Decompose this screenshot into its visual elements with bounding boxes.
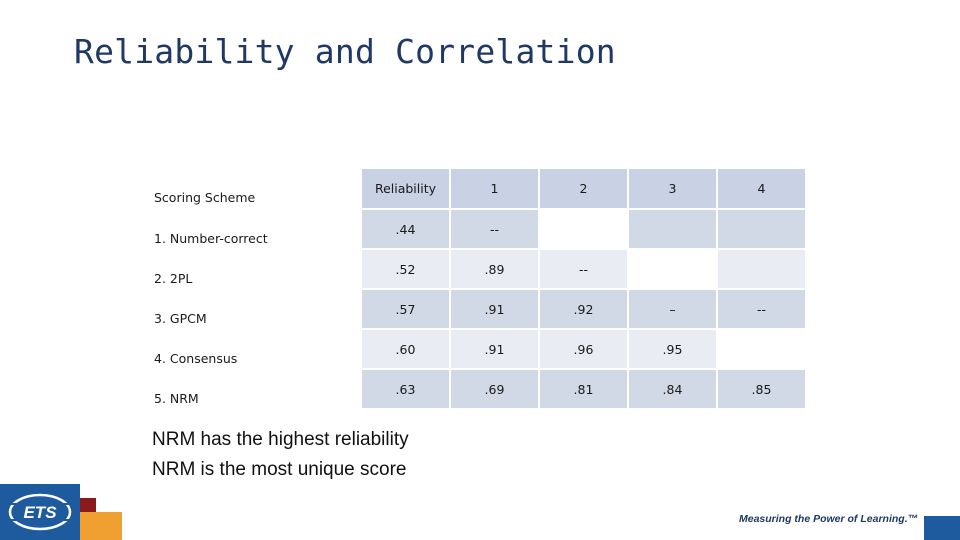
cell: .89 <box>451 250 538 288</box>
cell-empty <box>629 250 716 288</box>
table-row: 2. 2PL .52 .89 -- <box>152 250 805 288</box>
cell: .91 <box>451 290 538 328</box>
cell: .95 <box>629 330 716 368</box>
cell: -- <box>540 250 627 288</box>
ets-logo: ETS <box>0 484 122 540</box>
cell-empty <box>718 250 805 288</box>
header-col-2: 2 <box>540 169 627 208</box>
cell-reliability: .44 <box>362 210 449 248</box>
row-label: 2. 2PL <box>152 250 360 288</box>
cell: -- <box>451 210 538 248</box>
cell: .69 <box>451 370 538 408</box>
cell: .84 <box>629 370 716 408</box>
header-col-3: 3 <box>629 169 716 208</box>
table-header-row: Scoring Scheme Reliability 1 2 3 4 <box>152 169 805 208</box>
cell: – <box>629 290 716 328</box>
correlation-table: Scoring Scheme Reliability 1 2 3 4 1. Nu… <box>150 167 807 410</box>
cell: -- <box>718 290 805 328</box>
cell: .85 <box>718 370 805 408</box>
table-row: 3. GPCM .57 .91 .92 – -- <box>152 290 805 328</box>
table-row: 4. Consensus .60 .91 .96 .95 <box>152 330 805 368</box>
logo-text: ETS <box>23 503 57 522</box>
cell: .92 <box>540 290 627 328</box>
cell-empty <box>540 210 627 248</box>
header-col-1: 1 <box>451 169 538 208</box>
row-label: 5. NRM <box>152 370 360 408</box>
header-reliability: Reliability <box>362 169 449 208</box>
corner-accent <box>924 516 960 540</box>
tagline: Measuring the Power of Learning.™ <box>739 513 919 525</box>
cell-reliability: .60 <box>362 330 449 368</box>
cell: .81 <box>540 370 627 408</box>
cell-reliability: .57 <box>362 290 449 328</box>
cell: .91 <box>451 330 538 368</box>
summary-notes: NRM has the highest reliability NRM is t… <box>152 425 409 485</box>
header-col-4: 4 <box>718 169 805 208</box>
table-row: 5. NRM .63 .69 .81 .84 .85 <box>152 370 805 408</box>
header-scoring-scheme: Scoring Scheme <box>152 169 360 208</box>
row-label: 4. Consensus <box>152 330 360 368</box>
row-label: 1. Number-correct <box>152 210 360 248</box>
cell-empty <box>718 330 805 368</box>
cell-reliability: .52 <box>362 250 449 288</box>
note-line: NRM is the most unique score <box>152 459 407 480</box>
row-label: 3. GPCM <box>152 290 360 328</box>
cell-empty <box>629 210 716 248</box>
note-line: NRM has the highest reliability <box>152 429 409 450</box>
cell-reliability: .63 <box>362 370 449 408</box>
cell-empty <box>718 210 805 248</box>
cell: .96 <box>540 330 627 368</box>
slide-title: Reliability and Correlation <box>74 32 616 71</box>
table-row: 1. Number-correct .44 -- <box>152 210 805 248</box>
